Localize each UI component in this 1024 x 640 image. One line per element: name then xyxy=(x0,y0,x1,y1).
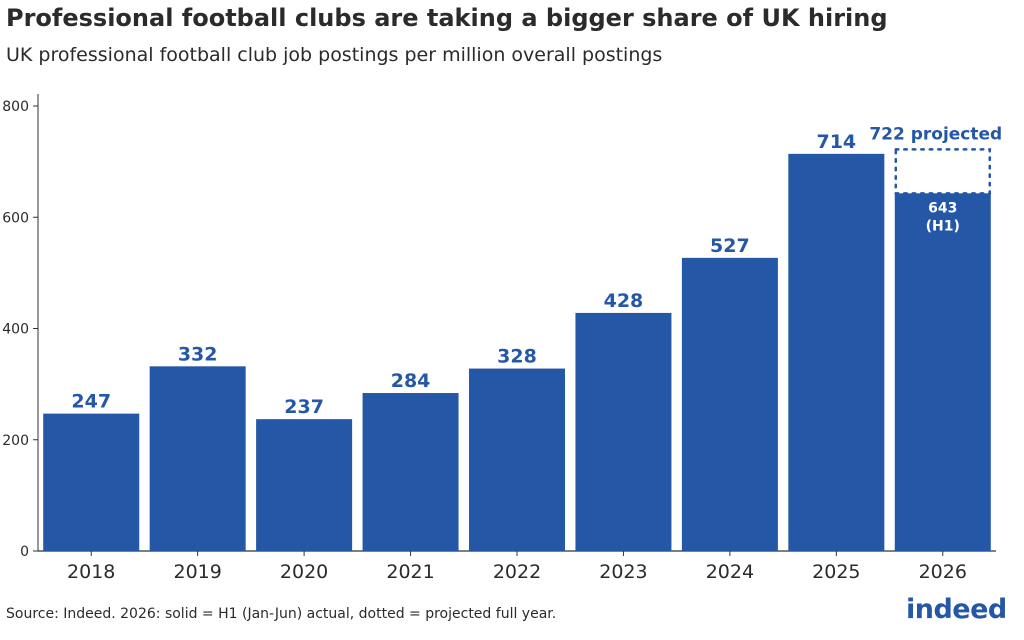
x-tick-label: 2019 xyxy=(173,561,221,583)
bar xyxy=(894,193,991,552)
projected-outline xyxy=(894,148,992,195)
x-tick-label: 2025 xyxy=(812,561,860,583)
source-note: Source: Indeed. 2026: solid = H1 (Jan-Ju… xyxy=(6,606,557,622)
bar xyxy=(43,413,140,551)
indeed-logo: indeed xyxy=(906,594,1007,625)
x-tick-label: 2020 xyxy=(280,561,328,583)
y-tick-label: 600 xyxy=(2,210,29,226)
x-tick-label: 2021 xyxy=(386,561,434,583)
y-tick-label: 800 xyxy=(2,99,29,115)
data-label: 714 xyxy=(816,131,856,153)
bar xyxy=(469,368,565,551)
h1-period-label: (H1) xyxy=(926,218,960,234)
data-label: 328 xyxy=(497,346,537,368)
x-tick-label: 2018 xyxy=(67,561,115,583)
data-label: 284 xyxy=(391,370,431,392)
bar xyxy=(362,393,459,551)
chart-title: Professional football clubs are taking a… xyxy=(6,4,888,32)
bar xyxy=(788,153,885,551)
x-tick-label: 2026 xyxy=(919,561,967,583)
bar xyxy=(681,257,778,551)
chart-subtitle: UK professional football club job postin… xyxy=(6,44,663,66)
bar xyxy=(149,366,246,551)
projected-label: 722 projected xyxy=(869,124,1002,144)
data-label: 237 xyxy=(284,396,324,418)
bar xyxy=(575,312,672,551)
y-tick-label: 0 xyxy=(20,544,29,560)
data-label: 428 xyxy=(604,290,644,312)
y-tick-label: 400 xyxy=(2,322,29,338)
h1-value-label: 643 xyxy=(928,200,957,216)
data-label: 527 xyxy=(710,235,750,257)
y-tick-label: 200 xyxy=(2,433,29,449)
x-tick-label: 2022 xyxy=(493,561,541,583)
bar xyxy=(256,419,353,551)
data-label: 247 xyxy=(71,391,111,413)
x-tick-label: 2023 xyxy=(599,561,647,583)
x-tick-label: 2024 xyxy=(706,561,754,583)
data-label: 332 xyxy=(178,343,218,365)
